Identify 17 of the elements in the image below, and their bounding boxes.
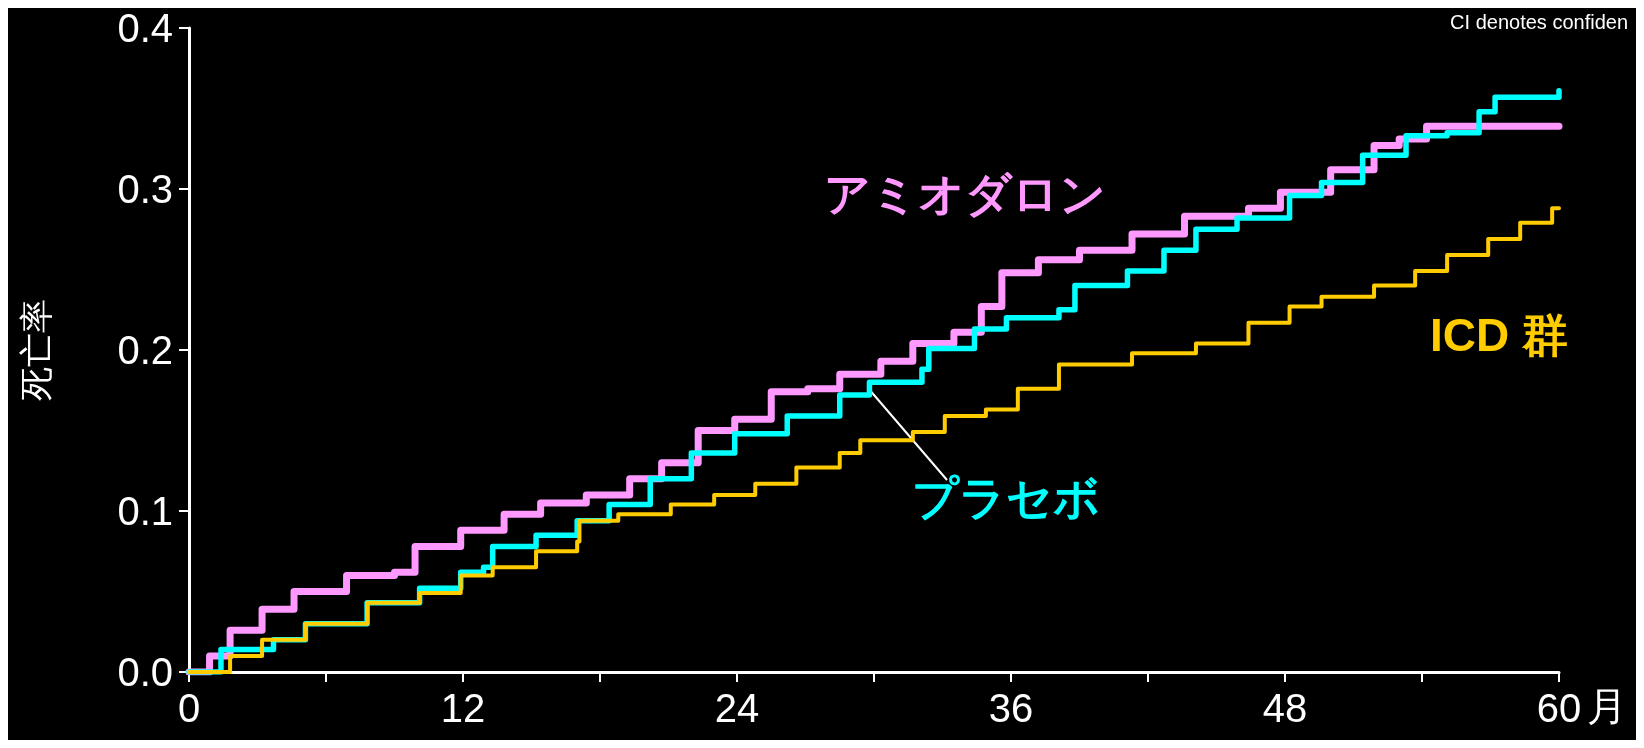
- y-tick-label: 0.3: [117, 167, 173, 211]
- y-axis-title: 死亡率: [17, 299, 55, 401]
- x-tick-label: 12: [440, 686, 486, 730]
- x-tick-label: 24: [714, 686, 760, 730]
- series-label: ICD 群: [1430, 309, 1568, 361]
- y-tick-label: 0.0: [117, 650, 173, 694]
- series-label: アミオダロン: [824, 168, 1106, 220]
- x-tick-label: 36: [988, 686, 1034, 730]
- x-tick-label: 0: [177, 686, 201, 730]
- x-tick-label: 60: [1536, 686, 1582, 730]
- series-label: プラセボ: [912, 472, 1100, 524]
- annotation: CI denotes confiden: [1450, 11, 1629, 33]
- x-tick-label: 48: [1262, 686, 1308, 730]
- x-axis-title: 月: [1587, 684, 1628, 728]
- y-tick-label: 0.2: [117, 328, 173, 372]
- y-tick-label: 0.1: [117, 489, 173, 533]
- y-tick-label: 0.4: [117, 6, 173, 50]
